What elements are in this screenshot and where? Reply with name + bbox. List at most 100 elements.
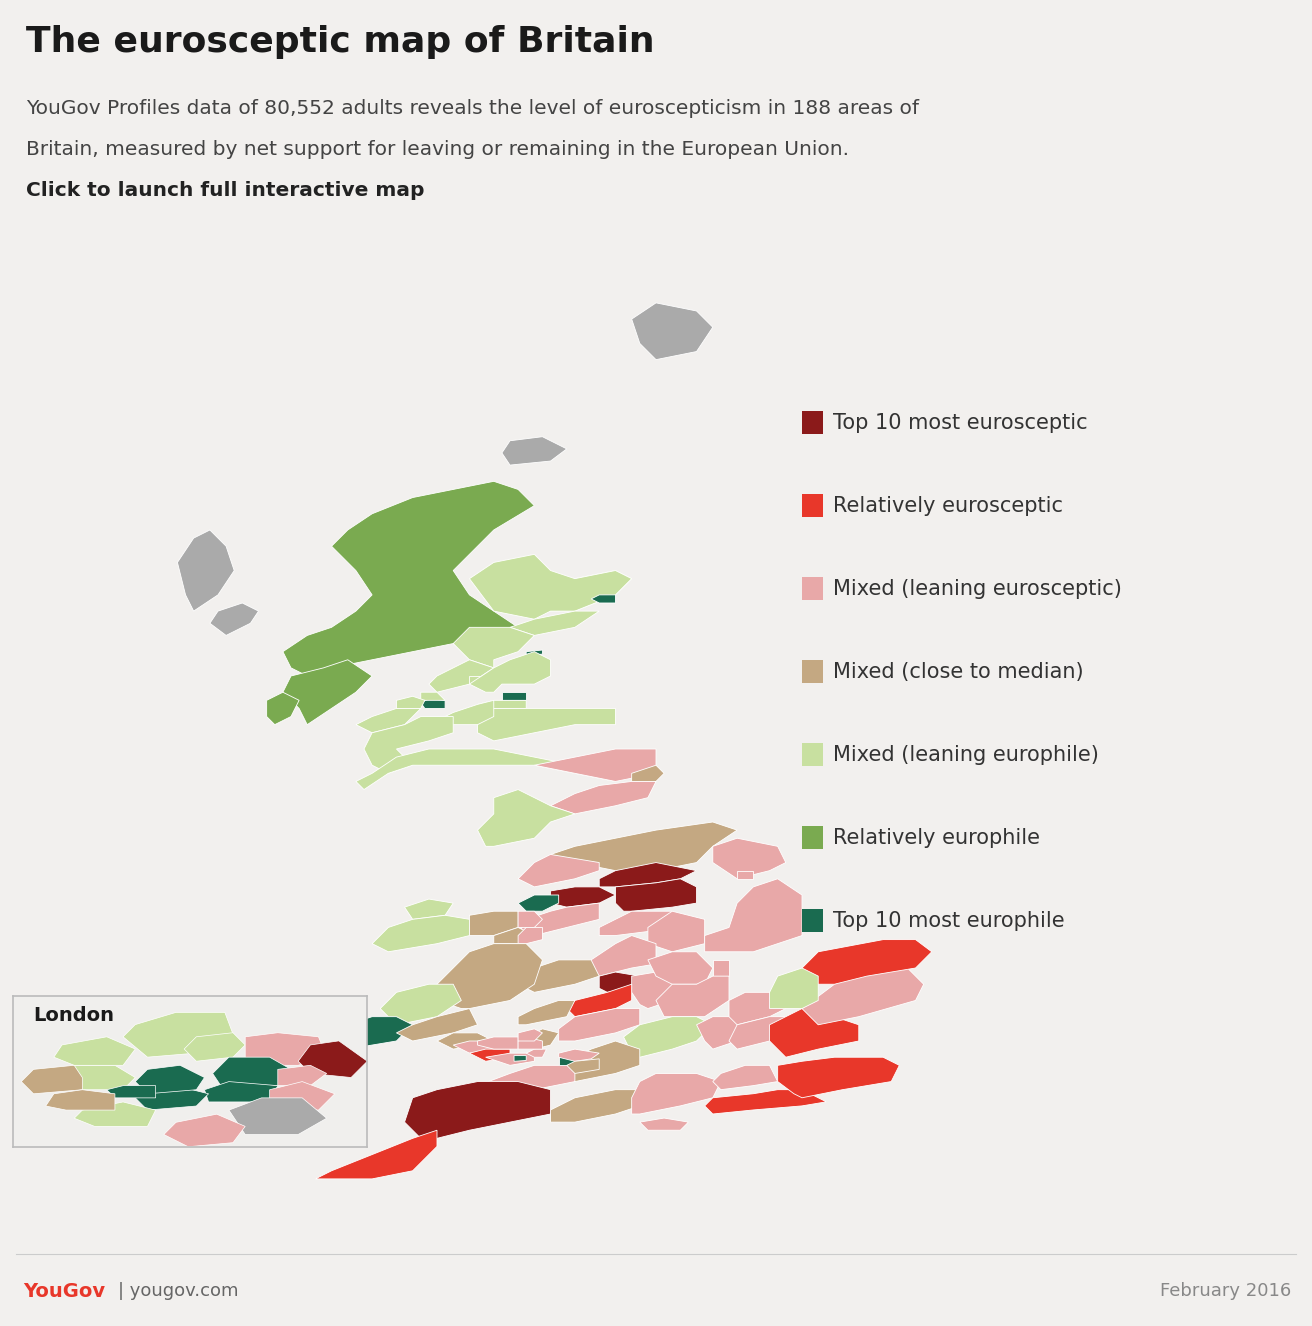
Polygon shape [559, 1057, 575, 1065]
Polygon shape [518, 895, 559, 911]
Polygon shape [802, 968, 924, 1025]
Polygon shape [712, 960, 729, 976]
Polygon shape [470, 911, 518, 936]
Polygon shape [177, 530, 235, 611]
Polygon shape [631, 765, 664, 781]
Bar [802, 910, 824, 932]
Text: February 2016: February 2016 [1160, 1282, 1291, 1301]
Polygon shape [396, 696, 425, 708]
Polygon shape [567, 984, 631, 1017]
Polygon shape [184, 1033, 245, 1061]
Polygon shape [478, 700, 526, 708]
Polygon shape [421, 699, 445, 708]
Bar [802, 826, 824, 849]
Polygon shape [75, 1065, 135, 1090]
Text: The eurosceptic map of Britain: The eurosceptic map of Britain [26, 25, 655, 58]
Polygon shape [526, 650, 542, 656]
Polygon shape [567, 1041, 640, 1082]
Polygon shape [583, 936, 656, 976]
Polygon shape [478, 789, 575, 846]
Polygon shape [640, 1118, 689, 1130]
Polygon shape [46, 1090, 115, 1110]
Polygon shape [551, 887, 615, 907]
Polygon shape [656, 976, 729, 1017]
Polygon shape [437, 944, 542, 1009]
Polygon shape [470, 651, 551, 692]
Polygon shape [340, 1017, 413, 1049]
Polygon shape [600, 862, 697, 887]
Polygon shape [470, 676, 485, 684]
Polygon shape [567, 1059, 600, 1074]
Polygon shape [470, 1049, 510, 1061]
Polygon shape [697, 1017, 753, 1049]
Bar [802, 660, 824, 683]
Text: YouGov: YouGov [24, 1282, 106, 1301]
Polygon shape [478, 1065, 575, 1098]
Polygon shape [518, 570, 631, 611]
Polygon shape [453, 1041, 493, 1053]
Text: YouGov Profiles data of 80,552 adults reveals the level of euroscepticism in 188: YouGov Profiles data of 80,552 adults re… [26, 98, 920, 118]
Polygon shape [592, 595, 615, 603]
Polygon shape [213, 1057, 298, 1086]
Polygon shape [623, 1017, 712, 1057]
Polygon shape [600, 972, 640, 992]
Bar [802, 411, 824, 434]
Text: Top 10 most eurosceptic: Top 10 most eurosceptic [833, 412, 1088, 432]
Polygon shape [164, 1114, 245, 1147]
Polygon shape [518, 854, 600, 887]
Polygon shape [518, 960, 600, 992]
Polygon shape [493, 927, 534, 944]
Polygon shape [518, 1029, 542, 1041]
Polygon shape [526, 1049, 547, 1057]
Polygon shape [75, 1102, 156, 1126]
Bar [802, 744, 824, 766]
Polygon shape [356, 708, 421, 733]
Polygon shape [363, 716, 453, 773]
Polygon shape [228, 1098, 327, 1135]
Polygon shape [380, 984, 462, 1025]
Polygon shape [278, 1065, 327, 1086]
Bar [802, 495, 824, 517]
Polygon shape [54, 1037, 135, 1065]
Bar [802, 577, 824, 601]
Polygon shape [437, 700, 493, 725]
Polygon shape [245, 1033, 327, 1065]
Polygon shape [705, 879, 802, 952]
Polygon shape [712, 838, 786, 879]
Polygon shape [437, 1033, 493, 1049]
Polygon shape [648, 952, 712, 984]
Polygon shape [615, 879, 697, 911]
Polygon shape [518, 903, 600, 936]
Polygon shape [21, 1065, 94, 1094]
Text: Mixed (leaning europhile): Mixed (leaning europhile) [833, 745, 1099, 765]
Text: Mixed (close to median): Mixed (close to median) [833, 662, 1084, 682]
Polygon shape [778, 1057, 899, 1098]
Polygon shape [478, 708, 615, 741]
Polygon shape [729, 992, 786, 1025]
Polygon shape [478, 1037, 518, 1049]
Polygon shape [502, 692, 526, 700]
Polygon shape [551, 822, 737, 871]
Polygon shape [518, 911, 542, 927]
Polygon shape [485, 1053, 534, 1065]
Polygon shape [712, 1065, 778, 1090]
Text: Click to launch full interactive map: Click to launch full interactive map [26, 180, 425, 200]
Text: Relatively eurosceptic: Relatively eurosceptic [833, 496, 1063, 516]
Text: Top 10 most europhile: Top 10 most europhile [833, 911, 1065, 931]
Polygon shape [559, 1009, 640, 1041]
Polygon shape [135, 1086, 209, 1110]
Polygon shape [315, 1130, 437, 1179]
Polygon shape [514, 1055, 526, 1061]
Polygon shape [705, 1090, 827, 1114]
Text: London: London [34, 1006, 114, 1025]
Polygon shape [356, 749, 615, 789]
Polygon shape [470, 554, 631, 619]
Polygon shape [510, 611, 600, 635]
Polygon shape [648, 911, 705, 952]
Polygon shape [106, 1086, 156, 1098]
Polygon shape [631, 972, 681, 1009]
Polygon shape [551, 781, 656, 814]
Polygon shape [802, 940, 932, 984]
Text: Relatively europhile: Relatively europhile [833, 827, 1040, 847]
Polygon shape [518, 927, 542, 944]
